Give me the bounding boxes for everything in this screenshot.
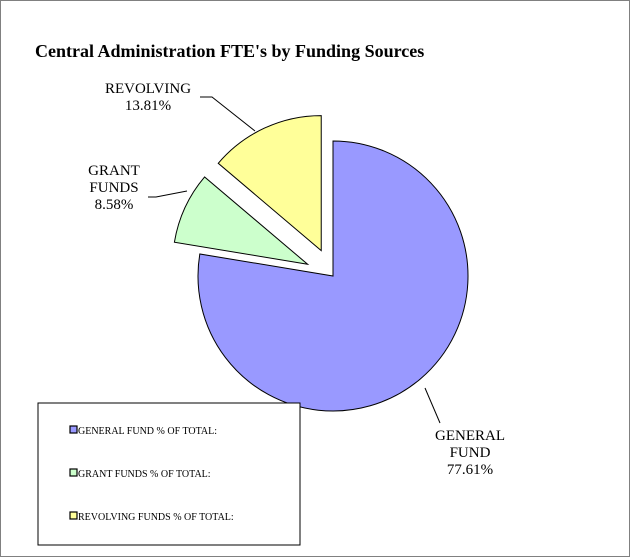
slice-label-revolving-funds: REVOLVING 13.81% (105, 81, 191, 114)
leader-line-general-fund (424, 387, 441, 424)
legend-label-grant-funds: GRANT FUNDS % OF TOTAL: (78, 469, 211, 480)
leader-line-grant-funds (148, 190, 188, 198)
legend-swatch-general-fund (69, 425, 78, 434)
legend-label-revolving-funds: REVOLVING FUNDS % OF TOTAL: (78, 512, 234, 523)
slice-revolving-funds (217, 115, 322, 252)
slice-grant-funds (173, 176, 310, 266)
legend-swatch-revolving-funds (69, 511, 78, 520)
slice-label-general-fund: GENERAL FUND 77.61% (435, 428, 505, 478)
chart-title: Central Administration FTE's by Funding … (35, 41, 424, 61)
legend: GENERAL FUND % OF TOTAL: GRANT FUNDS % OF… (37, 402, 301, 546)
slice-general-fund (197, 140, 469, 412)
legend-label-general-fund: GENERAL FUND % OF TOTAL: (78, 426, 217, 437)
slice-labels: GENERAL FUND 77.61% GRANT FUNDS 8.58% REVOLVIN… (88, 81, 505, 478)
legend-swatch-grant-funds (69, 468, 78, 477)
leader-line-revolving-funds (200, 96, 256, 132)
pie-slices (173, 115, 469, 412)
legend-box (37, 402, 301, 546)
slice-label-grant-funds: GRANT FUNDS 8.58% (88, 163, 140, 213)
